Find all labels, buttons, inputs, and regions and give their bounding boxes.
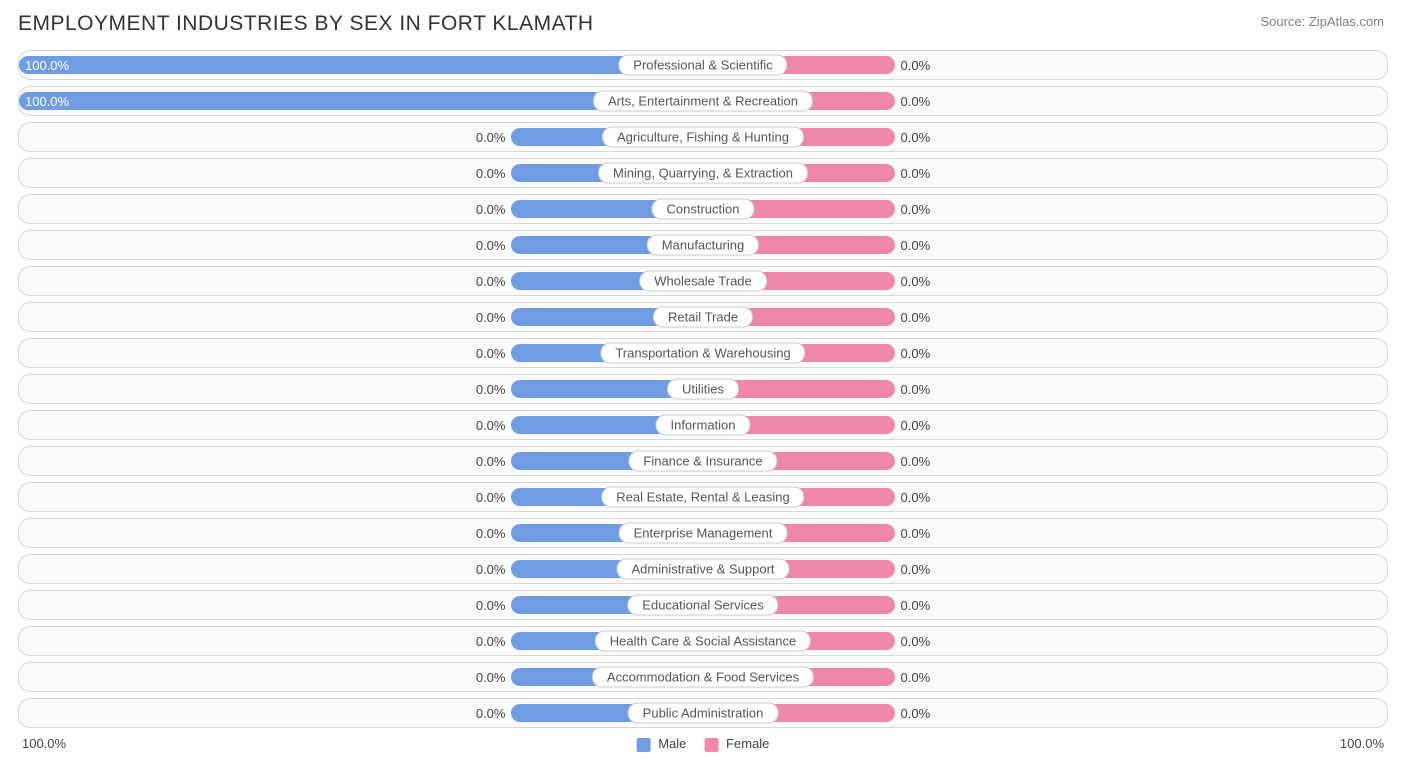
female-value: 0.0% bbox=[895, 123, 931, 151]
male-value: 0.0% bbox=[476, 411, 512, 439]
male-bar: 100.0% bbox=[19, 56, 703, 74]
category-label: Construction bbox=[652, 199, 755, 220]
chart-row: 0.0% 0.0% Public Administration bbox=[18, 698, 1388, 728]
female-value: 0.0% bbox=[895, 51, 931, 79]
male-value: 100.0% bbox=[25, 92, 69, 110]
male-value: 0.0% bbox=[476, 699, 512, 727]
female-value: 0.0% bbox=[895, 339, 931, 367]
female-value: 0.0% bbox=[895, 159, 931, 187]
legend-female-label: Female bbox=[726, 736, 769, 751]
female-value: 0.0% bbox=[895, 303, 931, 331]
legend-female: Female bbox=[704, 736, 769, 752]
female-value: 0.0% bbox=[895, 231, 931, 259]
chart-row: 0.0% 0.0% Wholesale Trade bbox=[18, 266, 1388, 296]
chart-row: 0.0% 0.0% Utilities bbox=[18, 374, 1388, 404]
chart-row: 0.0% 0.0% Health Care & Social Assistance bbox=[18, 626, 1388, 656]
chart-footer: 100.0% Male Female 100.0% bbox=[18, 734, 1388, 756]
chart-row: 0.0% 0.0% Enterprise Management bbox=[18, 518, 1388, 548]
male-value: 100.0% bbox=[25, 56, 69, 74]
female-value: 0.0% bbox=[895, 663, 931, 691]
category-label: Retail Trade bbox=[653, 307, 753, 328]
axis-left-label: 100.0% bbox=[22, 736, 66, 751]
category-label: Health Care & Social Assistance bbox=[595, 631, 811, 652]
source-attribution: Source: ZipAtlas.com bbox=[1260, 14, 1384, 29]
chart-row: 0.0% 0.0% Finance & Insurance bbox=[18, 446, 1388, 476]
male-value: 0.0% bbox=[476, 591, 512, 619]
chart-row: 100.0% 0.0% Arts, Entertainment & Recreati… bbox=[18, 86, 1388, 116]
male-value: 0.0% bbox=[476, 267, 512, 295]
male-value: 0.0% bbox=[476, 555, 512, 583]
category-label: Transportation & Warehousing bbox=[600, 343, 805, 364]
category-label: Professional & Scientific bbox=[618, 55, 787, 76]
female-value: 0.0% bbox=[895, 87, 931, 115]
chart-row: 0.0% 0.0% Administrative & Support bbox=[18, 554, 1388, 584]
category-label: Educational Services bbox=[627, 595, 778, 616]
male-value: 0.0% bbox=[476, 231, 512, 259]
female-value: 0.0% bbox=[895, 555, 931, 583]
male-value: 0.0% bbox=[476, 627, 512, 655]
chart-row: 0.0% 0.0% Construction bbox=[18, 194, 1388, 224]
category-label: Public Administration bbox=[628, 703, 779, 724]
chart-row: 0.0% 0.0% Accommodation & Food Services bbox=[18, 662, 1388, 692]
category-label: Manufacturing bbox=[647, 235, 759, 256]
male-value: 0.0% bbox=[476, 159, 512, 187]
male-value: 0.0% bbox=[476, 339, 512, 367]
female-value: 0.0% bbox=[895, 195, 931, 223]
category-label: Utilities bbox=[667, 379, 739, 400]
legend: Male Female bbox=[637, 736, 770, 752]
male-value: 0.0% bbox=[476, 123, 512, 151]
female-value: 0.0% bbox=[895, 699, 931, 727]
female-value: 0.0% bbox=[895, 519, 931, 547]
axis-right-label: 100.0% bbox=[1340, 736, 1384, 751]
category-label: Wholesale Trade bbox=[639, 271, 767, 292]
male-value: 0.0% bbox=[476, 447, 512, 475]
diverging-bar-chart: 100.0%0.0%Professional & Scientific100.0… bbox=[18, 50, 1388, 728]
chart-row: 0.0% 0.0% Mining, Quarrying, & Extraction bbox=[18, 158, 1388, 188]
chart-title: EMPLOYMENT INDUSTRIES BY SEX IN FORT KLA… bbox=[18, 12, 1388, 36]
male-value: 0.0% bbox=[476, 519, 512, 547]
female-value: 0.0% bbox=[895, 627, 931, 655]
legend-male: Male bbox=[637, 736, 687, 752]
female-value: 0.0% bbox=[895, 411, 931, 439]
category-label: Administrative & Support bbox=[616, 559, 789, 580]
male-swatch bbox=[637, 738, 651, 752]
female-value: 0.0% bbox=[895, 447, 931, 475]
category-label: Mining, Quarrying, & Extraction bbox=[598, 163, 808, 184]
male-value: 0.0% bbox=[476, 483, 512, 511]
male-value: 0.0% bbox=[476, 663, 512, 691]
chart-row: 100.0% 0.0% Professional & Scientific bbox=[18, 50, 1388, 80]
chart-row: 0.0% 0.0% Transportation & Warehousing bbox=[18, 338, 1388, 368]
category-label: Arts, Entertainment & Recreation bbox=[593, 91, 813, 112]
chart-row: 0.0% 0.0% Retail Trade bbox=[18, 302, 1388, 332]
chart-row: 0.0% 0.0% Real Estate, Rental & Leasing bbox=[18, 482, 1388, 512]
chart-row: 0.0% 0.0% Manufacturing bbox=[18, 230, 1388, 260]
male-value: 0.0% bbox=[476, 303, 512, 331]
female-value: 0.0% bbox=[895, 267, 931, 295]
legend-male-label: Male bbox=[658, 736, 686, 751]
category-label: Real Estate, Rental & Leasing bbox=[601, 487, 804, 508]
female-value: 0.0% bbox=[895, 483, 931, 511]
category-label: Information bbox=[655, 415, 750, 436]
chart-row: 0.0% 0.0% Agriculture, Fishing & Hunting bbox=[18, 122, 1388, 152]
female-value: 0.0% bbox=[895, 591, 931, 619]
female-value: 0.0% bbox=[895, 375, 931, 403]
female-swatch bbox=[704, 738, 718, 752]
male-value: 0.0% bbox=[476, 375, 512, 403]
category-label: Accommodation & Food Services bbox=[592, 667, 814, 688]
category-label: Finance & Insurance bbox=[628, 451, 777, 472]
category-label: Agriculture, Fishing & Hunting bbox=[602, 127, 804, 148]
male-value: 0.0% bbox=[476, 195, 512, 223]
chart-row: 0.0% 0.0% Educational Services bbox=[18, 590, 1388, 620]
chart-row: 0.0% 0.0% Information bbox=[18, 410, 1388, 440]
category-label: Enterprise Management bbox=[619, 523, 788, 544]
